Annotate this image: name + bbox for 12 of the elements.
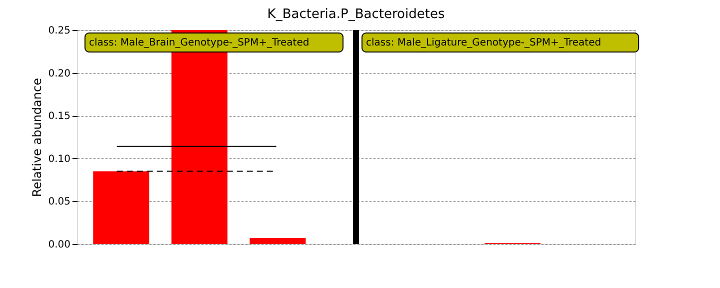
annotation: class: Male_Brain_Genotype-_SPM+_Treated [89, 38, 310, 48]
chart-title: K_Bacteria.P_Bacteroidetes [267, 7, 445, 22]
y-tick-label: 0.25 [48, 26, 70, 36]
annotation: class: Male_Ligature_Genotype-_SPM+_Treated [366, 38, 602, 48]
y-tick-label: 0.00 [48, 240, 70, 250]
y-tick-label: 0.20 [48, 68, 70, 80]
y-tick-label: 0.05 [48, 196, 70, 208]
y-tick-label: 0.10 [48, 154, 70, 165]
bar [93, 171, 150, 244]
bar [250, 238, 306, 244]
y-tick-label: 0.15 [48, 111, 70, 122]
y-axis-title: Relative abundance [30, 78, 44, 197]
